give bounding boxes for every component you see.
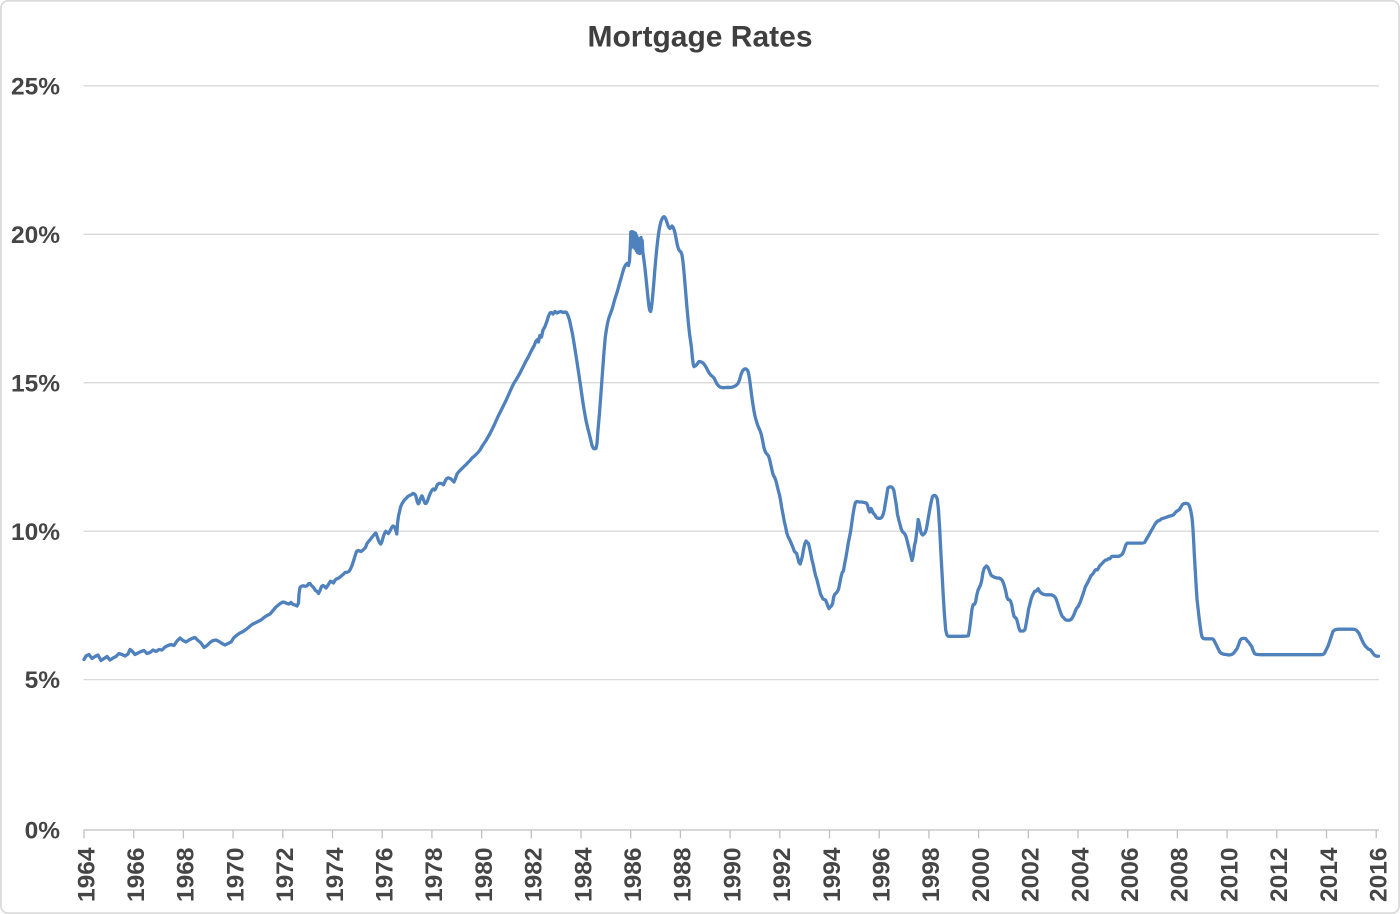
svg-text:1978: 1978 xyxy=(421,848,448,903)
svg-text:2010: 2010 xyxy=(1216,848,1243,903)
svg-text:1988: 1988 xyxy=(670,848,697,903)
svg-text:10%: 10% xyxy=(11,519,60,546)
svg-text:1976: 1976 xyxy=(372,848,399,903)
svg-text:1996: 1996 xyxy=(869,848,896,903)
svg-text:1968: 1968 xyxy=(173,848,200,903)
svg-text:15%: 15% xyxy=(11,370,60,397)
svg-text:2006: 2006 xyxy=(1117,848,1144,903)
svg-text:Mortgage Rates: Mortgage Rates xyxy=(587,21,812,54)
svg-text:2004: 2004 xyxy=(1067,847,1094,902)
svg-text:25%: 25% xyxy=(11,73,60,100)
svg-text:1980: 1980 xyxy=(471,848,498,903)
svg-text:1992: 1992 xyxy=(769,848,796,903)
svg-text:2000: 2000 xyxy=(968,848,995,903)
svg-text:1972: 1972 xyxy=(272,848,299,903)
svg-text:1998: 1998 xyxy=(918,848,945,903)
svg-text:1966: 1966 xyxy=(123,848,150,903)
svg-text:1982: 1982 xyxy=(521,848,548,903)
svg-text:2014: 2014 xyxy=(1316,847,1343,902)
svg-text:2008: 2008 xyxy=(1167,848,1194,903)
svg-text:1970: 1970 xyxy=(222,848,249,903)
svg-text:0%: 0% xyxy=(25,818,61,845)
svg-text:1964: 1964 xyxy=(73,847,100,902)
svg-text:2016: 2016 xyxy=(1366,848,1393,903)
svg-text:1994: 1994 xyxy=(819,847,846,902)
svg-text:1974: 1974 xyxy=(322,847,349,902)
svg-text:1990: 1990 xyxy=(719,848,746,903)
svg-text:1984: 1984 xyxy=(570,847,597,902)
svg-text:1986: 1986 xyxy=(620,848,647,903)
svg-text:2012: 2012 xyxy=(1266,848,1293,903)
svg-text:20%: 20% xyxy=(11,222,60,249)
svg-text:5%: 5% xyxy=(25,667,61,694)
svg-text:2002: 2002 xyxy=(1018,848,1045,903)
